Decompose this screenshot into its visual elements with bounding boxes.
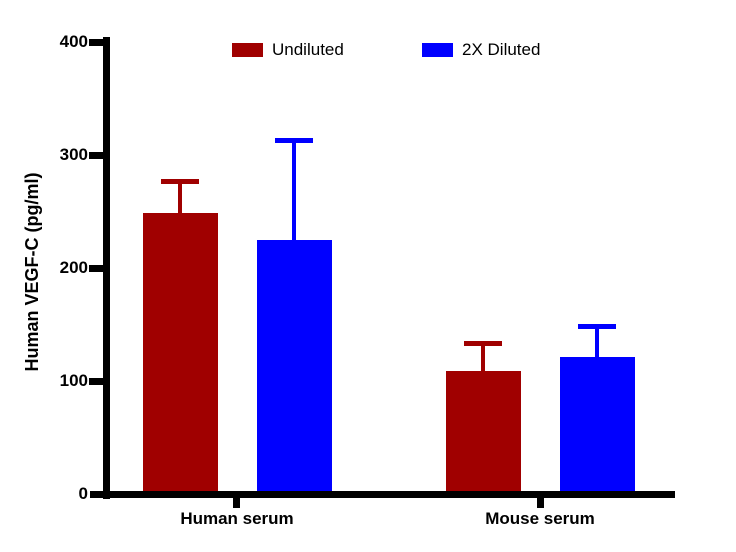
y-tick-label-0: 0 — [78, 484, 88, 503]
y-axis-line — [103, 37, 110, 499]
x-axis-label-mouse-serum: Mouse serum — [485, 509, 595, 528]
bar-undiluted-0 — [142, 212, 218, 496]
y-tick-400 — [89, 38, 104, 46]
error-bar-cap-0-1 — [464, 340, 502, 346]
x-tick-mouse-serum — [537, 498, 544, 508]
legend-item-2x-diluted: 2X Diluted — [422, 38, 540, 61]
y-tick-200 — [89, 264, 104, 272]
y-tick-label-400: 400 — [59, 32, 88, 51]
error-bar-line-0-0 — [178, 180, 182, 213]
y-tick-label-100: 100 — [59, 371, 88, 390]
legend-label-2x-diluted: 2X Diluted — [462, 40, 541, 59]
error-bar-cap-1-1 — [578, 323, 616, 329]
error-bar-line-1-0 — [292, 140, 296, 240]
legend-swatch-undiluted-icon — [232, 42, 263, 57]
y-tick-label-200: 200 — [59, 258, 88, 277]
error-bar-cap-0-0 — [161, 178, 199, 184]
legend-item-undiluted: Undiluted — [232, 38, 344, 61]
bar-undiluted-1 — [445, 370, 521, 496]
bar-2x-diluted-1 — [559, 357, 635, 496]
error-bar-line-1-1 — [595, 325, 599, 358]
y-tick-label-300: 300 — [59, 145, 88, 164]
x-tick-human-serum — [233, 498, 240, 508]
y-tick-300 — [89, 151, 104, 159]
legend-swatch-2x-diluted-icon — [422, 42, 453, 57]
legend-label-undiluted: Undiluted — [272, 40, 344, 59]
error-bar-cap-1-0 — [275, 138, 313, 144]
y-tick-100 — [89, 377, 104, 385]
bar-2x-diluted-0 — [256, 239, 332, 496]
error-bar-line-0-1 — [481, 342, 485, 371]
x-axis-line — [90, 491, 675, 498]
x-axis-label-human-serum: Human serum — [180, 509, 294, 528]
